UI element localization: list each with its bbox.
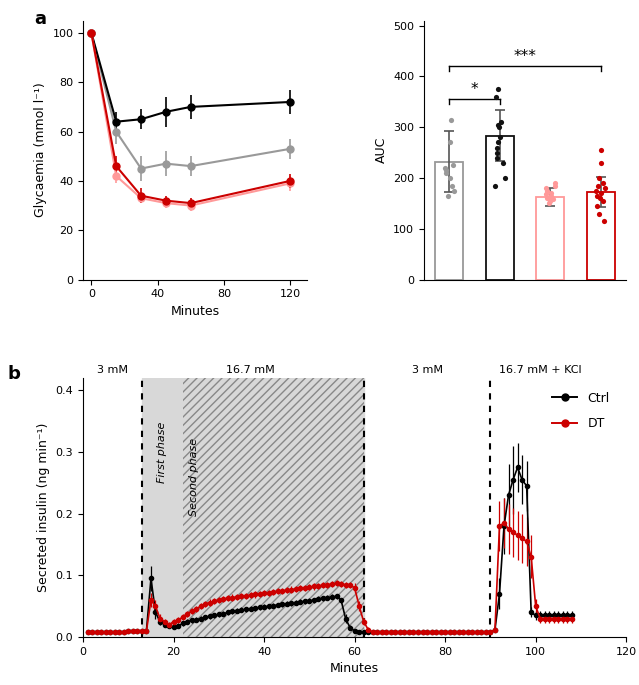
- Point: [600, 183, 610, 194]
- Point: [545, 195, 555, 206]
- Point: [492, 152, 502, 163]
- Point: [542, 185, 552, 196]
- Point: [446, 114, 456, 125]
- Point: [599, 216, 609, 227]
- Point: [443, 190, 453, 201]
- Point: [548, 194, 558, 205]
- Point: [491, 147, 502, 158]
- Text: b: b: [7, 365, 20, 383]
- Point: [500, 173, 510, 184]
- Point: [596, 158, 606, 169]
- Point: [544, 198, 554, 209]
- Point: [594, 180, 604, 191]
- Point: [494, 122, 504, 133]
- Text: 16.7 mM: 16.7 mM: [226, 365, 275, 375]
- Legend: Ctrl, DT: Ctrl, DT: [547, 387, 615, 436]
- Point: [491, 91, 501, 102]
- Point: [445, 137, 456, 148]
- Point: [592, 201, 602, 212]
- Bar: [587, 192, 615, 279]
- Bar: [142, 378, 364, 637]
- Bar: [536, 197, 564, 279]
- Point: [542, 193, 552, 204]
- Point: [592, 190, 602, 201]
- Point: [595, 193, 605, 204]
- Point: [498, 158, 508, 169]
- Point: [447, 180, 457, 191]
- Point: [496, 116, 506, 127]
- Bar: [435, 162, 463, 279]
- Point: [449, 185, 459, 196]
- X-axis label: Minutes: Minutes: [171, 305, 219, 318]
- Point: [597, 195, 608, 206]
- Y-axis label: Glycaemia (mmol l⁻¹): Glycaemia (mmol l⁻¹): [34, 83, 47, 217]
- Point: [489, 180, 500, 191]
- Text: a: a: [34, 10, 46, 28]
- Point: [445, 173, 455, 184]
- Point: [594, 208, 604, 219]
- Point: [546, 190, 557, 201]
- X-axis label: Minutes: Minutes: [330, 662, 379, 675]
- Point: [493, 119, 503, 130]
- Point: [550, 177, 560, 188]
- Point: [546, 188, 557, 199]
- Text: 16.7 mM + KCl: 16.7 mM + KCl: [499, 365, 581, 375]
- Text: Second phase: Second phase: [189, 438, 199, 516]
- Text: ***: ***: [514, 49, 537, 64]
- Point: [541, 189, 551, 200]
- Point: [493, 137, 503, 148]
- Point: [545, 192, 555, 203]
- Point: [440, 167, 450, 178]
- Text: First phase: First phase: [157, 421, 167, 483]
- Point: [440, 165, 450, 176]
- Bar: [486, 136, 514, 279]
- Text: *: *: [471, 82, 478, 97]
- Text: 3 mM: 3 mM: [97, 365, 128, 375]
- Point: [550, 180, 560, 191]
- Text: 3 mM: 3 mM: [412, 365, 443, 375]
- Point: [491, 142, 502, 153]
- Point: [597, 177, 608, 188]
- Point: [448, 160, 458, 171]
- Point: [440, 162, 450, 173]
- Point: [596, 145, 606, 155]
- Bar: [183, 378, 364, 637]
- Point: [594, 173, 604, 184]
- Y-axis label: Secreted insulin (ng min⁻¹): Secreted insulin (ng min⁻¹): [37, 423, 50, 593]
- Point: [541, 183, 551, 194]
- Y-axis label: AUC: AUC: [374, 137, 387, 163]
- Point: [591, 185, 601, 196]
- Point: [596, 188, 606, 199]
- Point: [493, 84, 503, 95]
- Point: [495, 132, 505, 143]
